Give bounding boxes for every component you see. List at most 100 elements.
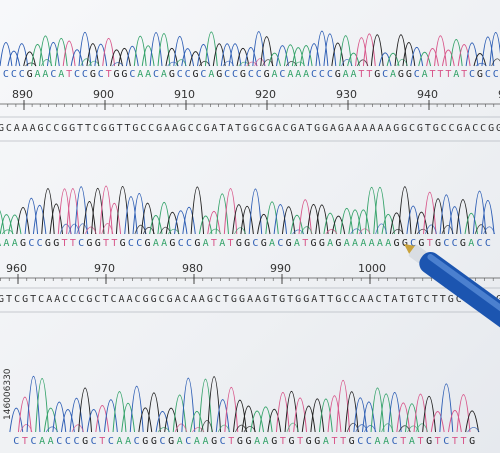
trace-peak: [49, 203, 63, 235]
trace-peak: [173, 35, 187, 67]
trace-peak: [20, 424, 33, 433]
trace-peak: [31, 43, 44, 67]
base-call: G: [193, 69, 199, 80]
trace-peak: [425, 224, 437, 235]
trace-peak: [84, 226, 97, 235]
base-call: C: [477, 238, 483, 249]
trace-peak: [200, 420, 213, 433]
trace-peak: [370, 34, 384, 67]
base-call: G: [469, 436, 475, 447]
base-call: T: [70, 238, 76, 249]
base-call: C: [277, 238, 283, 249]
trace-peak: [467, 427, 480, 433]
trace-peak: [323, 33, 337, 67]
trace-peak: [379, 393, 394, 433]
trace-peak: [76, 223, 89, 235]
trace-peak: [182, 207, 196, 235]
base-call: C: [98, 69, 104, 80]
trace-peak: [159, 226, 172, 235]
base-call: A: [390, 69, 396, 80]
trace-peak: [24, 197, 39, 235]
base-call: A: [116, 436, 122, 447]
base-call: G: [406, 69, 412, 80]
trace-peak: [174, 423, 188, 433]
trace-peak: [416, 228, 429, 235]
ruler-tick-label: 990: [270, 262, 291, 275]
base-call: C: [82, 69, 88, 80]
trace-peak: [62, 40, 76, 67]
trace-peak: [267, 409, 282, 433]
trace-peak: [32, 204, 47, 235]
trace-peak: [315, 204, 329, 235]
base-call: G: [194, 238, 200, 249]
trace-peak: [370, 387, 385, 433]
trace-peak: [381, 213, 395, 235]
base-call: G: [240, 69, 246, 80]
trace-peak: [364, 186, 379, 235]
base-call: T: [22, 436, 28, 447]
base-call: C: [248, 69, 254, 80]
trace-peak: [102, 38, 116, 67]
base-call: C: [382, 69, 388, 80]
base-call: G: [349, 436, 355, 447]
trace-peak: [157, 33, 171, 67]
base-call: C: [319, 69, 325, 80]
base-call: C: [469, 69, 475, 80]
base-call: C: [128, 238, 134, 249]
trace-peak: [132, 193, 146, 235]
trace-peak: [198, 215, 213, 235]
trace-peak: [472, 191, 487, 235]
trace-peak: [301, 405, 316, 433]
trace-peak: [198, 378, 213, 433]
base-call: G: [426, 436, 432, 447]
trace-peak: [315, 30, 329, 67]
trace-peak: [407, 425, 420, 433]
base-call: C: [220, 436, 226, 447]
base-call: C: [56, 436, 62, 447]
trace-peak: [257, 213, 271, 235]
trace-peak: [112, 62, 124, 67]
trace-peak: [378, 52, 392, 67]
ruler-tick-label: 930: [336, 88, 357, 101]
base-call: A: [352, 238, 358, 249]
trace-peak: [236, 47, 250, 67]
base-call: A: [272, 69, 278, 80]
base-call: T: [103, 238, 109, 249]
base-call: A: [269, 238, 275, 249]
trace-peak: [475, 62, 487, 67]
trace-peak: [293, 397, 308, 433]
trace-peak: [465, 410, 480, 433]
trace-peak: [215, 399, 230, 433]
base-call: G: [245, 436, 251, 447]
trace-peak: [222, 60, 235, 67]
trace-peak: [8, 214, 22, 235]
base-call: C: [357, 436, 363, 447]
base-call: C: [50, 69, 56, 80]
base-call: C: [186, 238, 192, 249]
trace-peak: [238, 61, 250, 67]
base-call: T: [106, 69, 112, 80]
trace-peak: [46, 42, 60, 67]
reference-sequence: GCAAAGCCGGTTCGGTTGCCGAAGCCGATATGGCGACGAT…: [0, 123, 500, 134]
base-call: G: [398, 69, 404, 80]
base-call: C: [134, 436, 140, 447]
trace-peak: [220, 43, 234, 67]
trace-peak: [94, 43, 108, 67]
trace-peak: [426, 47, 439, 67]
base-call: G: [271, 436, 277, 447]
base-call: A: [351, 69, 357, 80]
base-call: T: [62, 238, 68, 249]
trace-peak: [447, 206, 462, 235]
base-call: C: [178, 238, 184, 249]
trace-peak: [39, 35, 52, 67]
trace-peak: [172, 394, 187, 433]
base-call: C: [224, 69, 230, 80]
trace-peak: [232, 399, 247, 433]
trace-peak: [9, 407, 24, 433]
trace-peak: [157, 427, 170, 433]
trace-peak: [331, 42, 345, 67]
base-call: T: [427, 238, 433, 249]
trace-peak: [157, 201, 171, 235]
trace-peak: [224, 386, 239, 433]
